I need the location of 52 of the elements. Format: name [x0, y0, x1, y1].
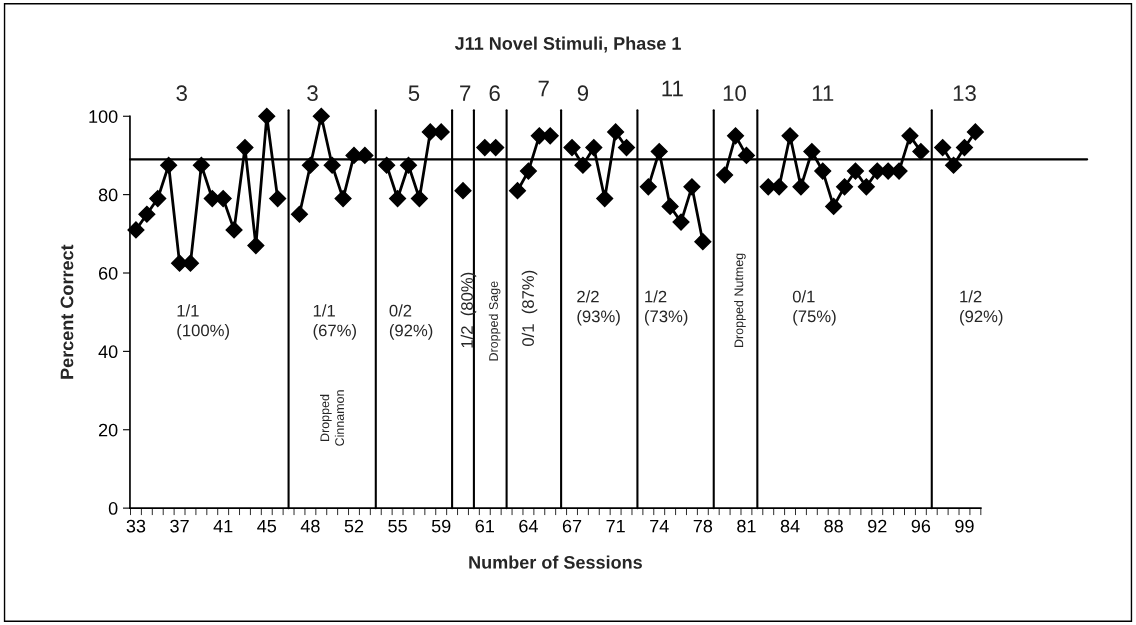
text: 7 [460, 85, 471, 101]
x-tick-label: 33 [126, 519, 146, 533]
x-tick-label: 84 [780, 519, 800, 533]
x-tick-label: 67 [562, 519, 582, 533]
y-axis-title: Percent Correct [60, 244, 74, 379]
text: 9 [577, 85, 589, 102]
x-tick-label: 45 [257, 519, 277, 533]
x-tick-label: 78 [693, 519, 713, 533]
x-tick-label: 61 [475, 519, 494, 533]
x-tick-label: 96 [911, 519, 931, 533]
text: 11 [812, 85, 834, 101]
y-tick-label: 20 [98, 423, 118, 437]
text: 6 [489, 85, 500, 102]
text: 3 [307, 85, 318, 102]
annotation: 0/2 (92%) [389, 304, 433, 340]
y-tick-label: 40 [98, 345, 118, 359]
x-tick-label: 37 [170, 519, 189, 533]
text: 13 [953, 85, 976, 102]
x-tick-label: 81 [737, 519, 756, 533]
x-tick-label: 74 [650, 519, 669, 533]
x-tick-label: 59 [431, 519, 451, 533]
annotation: Dropped Cinnamon [320, 390, 345, 446]
text: 3 [176, 85, 187, 102]
annotation: 1/1 (67%) [313, 304, 356, 340]
text: 10 [723, 85, 746, 102]
y-tick-label: 100 [89, 110, 118, 123]
y-tick-label: 80 [98, 188, 118, 202]
annotation: 1/1 (100%) [177, 304, 229, 340]
x-tick-label: 99 [955, 519, 974, 533]
annotation: 0/1 (87%) [521, 270, 538, 347]
x-tick-label: 88 [824, 519, 843, 533]
x-tick-label: 48 [300, 519, 320, 533]
y-tick-label: 0 [108, 502, 118, 515]
x-tick-label: 41 [213, 519, 233, 533]
annotation: Dropped Nutmeg [734, 253, 746, 347]
chart-title: J11 Novel Stimuli, Phase 1 [454, 36, 681, 53]
text: 7 [538, 80, 549, 97]
x-tick-label: 52 [344, 519, 364, 533]
x-axis-title: Number of Sessions [469, 555, 642, 569]
annotation: 1/2 (73%) [645, 290, 688, 326]
text: 5 [408, 85, 420, 102]
x-tick-label: 55 [388, 519, 407, 533]
annotation: 2/2 (93%) [577, 290, 620, 326]
annotation: 0/1 (75%) [792, 290, 836, 326]
text: 11 [662, 80, 683, 97]
x-tick-label: 64 [519, 519, 538, 533]
x-tick-label: 71 [606, 519, 625, 533]
annotation: Dropped Sage [488, 281, 501, 361]
annotation: 1/2 (80%) [460, 272, 477, 348]
x-tick-label: 92 [868, 519, 887, 533]
y-tick-label: 60 [98, 266, 118, 280]
annotation: 1/2 (92%) [960, 290, 1003, 326]
